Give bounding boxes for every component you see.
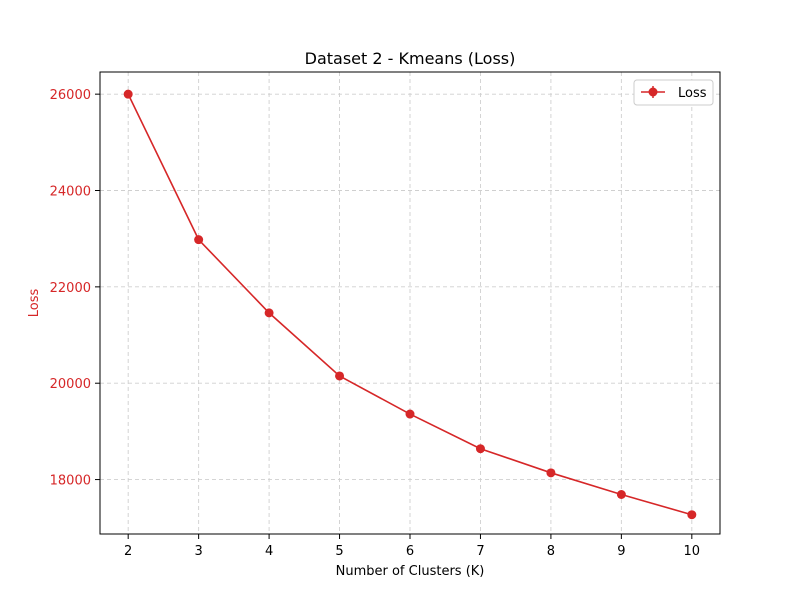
data-point (687, 510, 697, 520)
x-tick-label: 3 (194, 544, 202, 559)
y-tick-label: 24000 (50, 185, 91, 200)
legend-marker-swatch (648, 87, 658, 97)
data-point (335, 371, 345, 381)
data-point (616, 489, 626, 499)
data-point (546, 468, 556, 478)
x-tick-label: 2 (124, 544, 132, 559)
x-tick-label: 7 (476, 544, 484, 559)
x-tick-label: 6 (406, 544, 414, 559)
y-axis-label: Loss (27, 289, 42, 318)
y-tick-label: 20000 (50, 377, 91, 392)
data-point (405, 409, 415, 419)
data-point (264, 308, 274, 318)
legend-label-loss: Loss (678, 86, 707, 101)
x-tick-label: 9 (617, 544, 625, 559)
y-axis: 18000 20000 22000 24000 26000 (50, 88, 100, 489)
data-point (194, 235, 204, 245)
grid (100, 72, 720, 534)
x-axis-label: Number of Clusters (K) (336, 564, 485, 579)
data-point (123, 89, 133, 99)
chart-title: Dataset 2 - Kmeans (Loss) (305, 49, 516, 68)
x-tick-label: 10 (684, 544, 701, 559)
y-tick-label: 22000 (50, 281, 91, 296)
x-axis: 2 3 4 5 6 7 8 9 10 (124, 534, 700, 559)
y-tick-label: 26000 (50, 88, 91, 103)
x-tick-label: 8 (547, 544, 555, 559)
x-tick-label: 5 (335, 544, 343, 559)
legend: Loss (633, 79, 714, 106)
x-tick-label: 4 (265, 544, 273, 559)
data-point (475, 444, 485, 454)
y-tick-label: 18000 (50, 474, 91, 489)
series-layer (123, 89, 697, 520)
